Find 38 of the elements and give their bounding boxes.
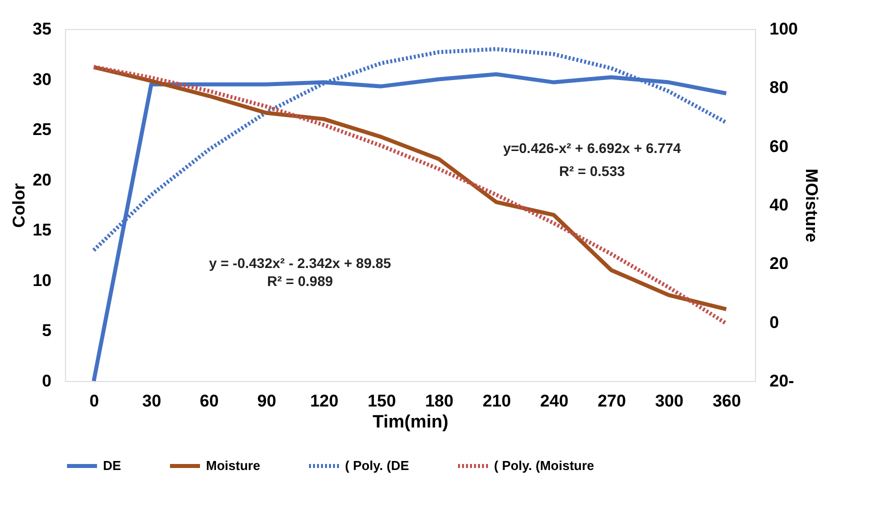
x-tick-label: 300 xyxy=(655,392,684,410)
annotation: y = -0.432x² - 2.342x + 89.85 xyxy=(208,255,392,271)
y2-tick-label: 20- xyxy=(770,372,794,390)
y-tick-label: 5 xyxy=(42,321,52,340)
y-tick-label: 30 xyxy=(32,70,52,89)
legend-label: ( Poly. (DE xyxy=(345,458,410,473)
y2-tick-label: 60 xyxy=(770,136,788,156)
x-tick-label: 30 xyxy=(142,392,162,410)
y-tick-label: 15 xyxy=(32,220,52,240)
x-tick-label: 270 xyxy=(598,392,626,410)
y-tick-label: 25 xyxy=(32,120,52,140)
y2-axis-title: MOisture xyxy=(802,168,821,242)
legend-label: Moisture xyxy=(206,458,260,473)
annotation: R² = 0.989 xyxy=(267,273,334,289)
annotation: R² = 0.533 xyxy=(559,163,626,179)
y2-tick-label: 20 xyxy=(770,254,788,274)
x-tick-label: 210 xyxy=(482,392,511,410)
y-tick-label: 20 xyxy=(32,170,52,190)
annotation: y=0.426-x² + 6.692x + 6.774 xyxy=(503,140,682,156)
legend-label: ( Poly. (Moisture xyxy=(494,458,594,473)
x-tick-label: 150 xyxy=(368,392,396,410)
x-tick-label: 120 xyxy=(310,392,338,410)
x-tick-label: 90 xyxy=(257,392,276,410)
x-tick-label: 0 xyxy=(90,392,99,410)
y-axis-title: Color xyxy=(10,182,29,228)
x-tick-label: 360 xyxy=(712,392,741,410)
x-tick-label: 180 xyxy=(425,392,454,410)
y-tick-label: 10 xyxy=(32,270,52,290)
x-axis-title: Tim(min) xyxy=(372,412,448,432)
y-tick-label: 35 xyxy=(32,20,52,38)
x-tick-label: 60 xyxy=(200,392,219,410)
y2-tick-label: 40 xyxy=(770,196,788,214)
y-tick-label: 0 xyxy=(42,372,52,390)
x-tick-label: 240 xyxy=(540,392,568,410)
y2-tick-label: 0 xyxy=(770,312,779,332)
y2-tick-label: 100 xyxy=(770,20,798,38)
y2-tick-label: 80 xyxy=(770,78,788,98)
legend-label: DE xyxy=(103,458,122,473)
